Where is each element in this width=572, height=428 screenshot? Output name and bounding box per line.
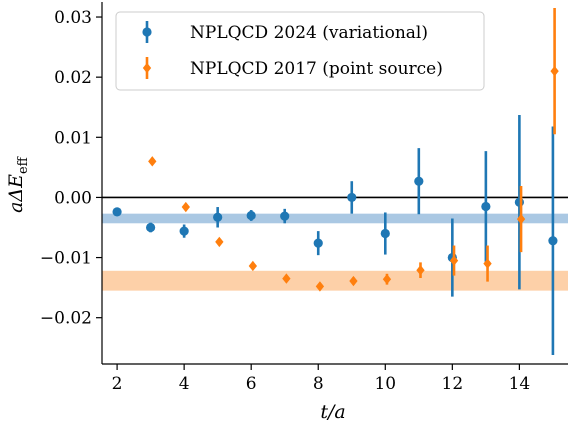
data-point [382, 274, 392, 285]
data-point [349, 275, 358, 287]
legend-label: NPLQCD 2024 (variational) [190, 23, 428, 43]
legend-label: NPLQCD 2017 (point source) [190, 59, 443, 79]
data-point [112, 207, 122, 217]
legend: NPLQCD 2024 (variational) NPLQCD 2017 (po… [115, 11, 485, 91]
bands-layer [102, 213, 568, 291]
x-tick-label: 10 [374, 374, 396, 394]
data-layer [112, 8, 559, 355]
legend-marker [142, 62, 152, 74]
data-point [146, 222, 156, 233]
data-point [280, 211, 290, 221]
series-0 [112, 115, 558, 355]
data-point [179, 226, 189, 236]
data-point [347, 192, 357, 203]
data-point [315, 281, 325, 292]
y-axis-label: aΔEeff [5, 155, 31, 213]
band-1 [102, 270, 568, 291]
x-tick-label: 6 [246, 374, 257, 394]
data-point [213, 212, 223, 222]
legend-box [115, 11, 485, 91]
axes-layer: 2 4 6 8 10 12 14 −0.02 −0.01 0.00 0.01 0.02 0.03 t/a a… [5, 2, 568, 423]
data-point [416, 264, 425, 276]
data-point [148, 156, 157, 167]
y-tick-label: −0.01 [40, 249, 92, 269]
y-tick-label: 0.03 [54, 8, 92, 28]
data-point [246, 210, 256, 221]
y-tick-label: −0.02 [40, 309, 92, 329]
x-axis-label: t/a [320, 401, 345, 423]
data-point [313, 238, 323, 248]
legend-marker [142, 27, 152, 37]
data-point [380, 228, 390, 239]
data-point [516, 213, 526, 225]
x-tick-label: 2 [112, 374, 123, 394]
data-point [282, 273, 291, 284]
data-point [215, 236, 224, 248]
x-tick-label: 4 [179, 374, 190, 394]
data-point [514, 197, 524, 207]
data-point [550, 65, 559, 77]
data-point [449, 255, 459, 266]
series-1 [148, 8, 559, 292]
y-tick-label: 0.01 [54, 128, 92, 148]
x-tick-label: 12 [442, 374, 464, 394]
y-tick-label: 0.00 [54, 188, 92, 208]
band-0 [102, 213, 568, 224]
data-point [414, 176, 424, 186]
x-tick-label: 8 [313, 374, 324, 394]
data-point [548, 236, 558, 246]
data-point [181, 201, 190, 213]
x-tick-label: 14 [509, 374, 531, 394]
data-point [483, 258, 492, 269]
data-point [481, 201, 491, 212]
y-tick-label: 0.02 [54, 68, 92, 88]
data-point [248, 260, 258, 272]
